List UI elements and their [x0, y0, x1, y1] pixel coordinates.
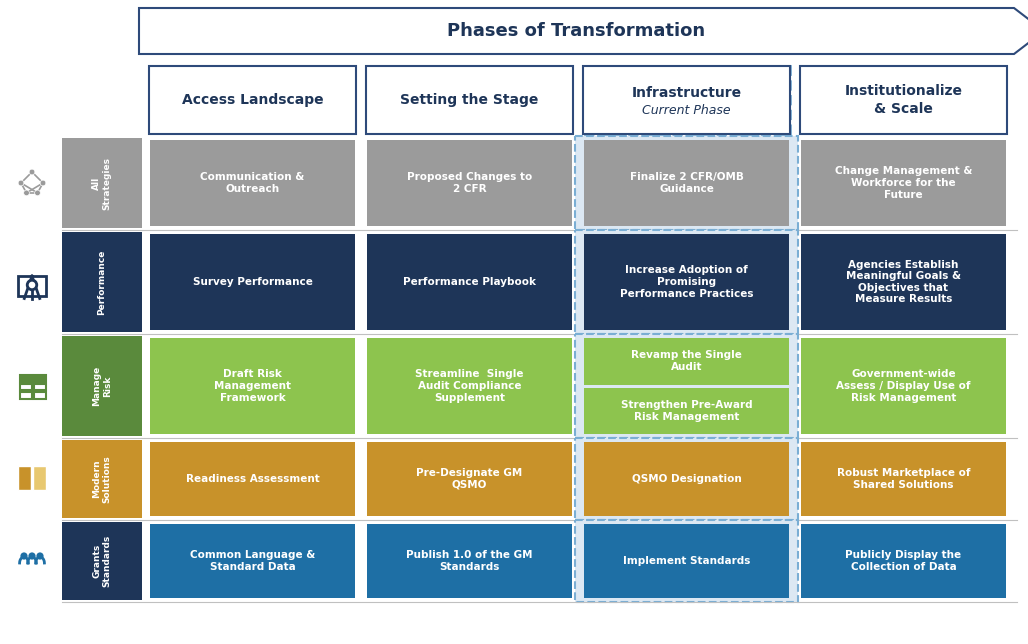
Bar: [150, 524, 355, 598]
FancyBboxPatch shape: [575, 230, 798, 334]
Text: Performance Playbook: Performance Playbook: [403, 277, 536, 287]
Bar: [801, 234, 1006, 330]
Circle shape: [19, 180, 24, 186]
Text: Implement Standards: Implement Standards: [623, 556, 750, 566]
Bar: [20, 392, 32, 399]
Text: Setting the Stage: Setting the Stage: [400, 93, 539, 107]
Bar: [367, 234, 572, 330]
Text: Phases of Transformation: Phases of Transformation: [447, 22, 705, 40]
Text: Finalize 2 CFR/OMB
Guidance: Finalize 2 CFR/OMB Guidance: [629, 172, 743, 194]
Text: Current Phase: Current Phase: [642, 104, 731, 117]
Circle shape: [21, 553, 28, 560]
Text: Grants
Standards: Grants Standards: [93, 535, 112, 587]
FancyBboxPatch shape: [366, 66, 573, 134]
Text: QSMO Designation: QSMO Designation: [631, 474, 741, 484]
Bar: [62, 440, 142, 518]
Bar: [33, 466, 46, 490]
Bar: [584, 140, 790, 226]
FancyBboxPatch shape: [575, 136, 798, 230]
FancyBboxPatch shape: [583, 66, 790, 134]
Bar: [34, 375, 46, 382]
Bar: [801, 442, 1006, 516]
Bar: [150, 442, 355, 516]
Bar: [584, 524, 790, 598]
Bar: [17, 276, 46, 296]
Text: Draft Risk
Management
Framework: Draft Risk Management Framework: [214, 370, 291, 402]
Bar: [801, 338, 1006, 434]
Text: Modern
Solutions: Modern Solutions: [93, 455, 112, 503]
Bar: [584, 234, 790, 330]
Circle shape: [36, 553, 43, 560]
FancyBboxPatch shape: [800, 66, 1007, 134]
Bar: [150, 234, 355, 330]
Text: Change Management &
Workforce for the
Future: Change Management & Workforce for the Fu…: [835, 166, 972, 200]
Bar: [62, 522, 142, 600]
Circle shape: [26, 279, 38, 291]
Bar: [584, 442, 790, 516]
FancyBboxPatch shape: [575, 438, 798, 520]
FancyBboxPatch shape: [575, 334, 798, 438]
Text: Strengthen Pre-Award
Risk Management: Strengthen Pre-Award Risk Management: [621, 400, 752, 422]
Text: Performance: Performance: [98, 249, 107, 315]
FancyBboxPatch shape: [149, 66, 356, 134]
Bar: [801, 140, 1006, 226]
Text: Access Landscape: Access Landscape: [182, 93, 324, 107]
Text: Streamline  Single
Audit Compliance
Supplement: Streamline Single Audit Compliance Suppl…: [415, 370, 523, 402]
Bar: [801, 524, 1006, 598]
Bar: [367, 442, 572, 516]
Text: All
Strategies: All Strategies: [93, 156, 112, 209]
Bar: [17, 466, 31, 490]
Bar: [367, 338, 572, 434]
Circle shape: [29, 169, 35, 175]
Text: Publish 1.0 of the GM
Standards: Publish 1.0 of the GM Standards: [406, 550, 533, 572]
FancyBboxPatch shape: [575, 520, 798, 602]
Bar: [62, 336, 142, 436]
Text: Revamp the Single
Audit: Revamp the Single Audit: [631, 350, 742, 372]
Text: Institutionalize
& Scale: Institutionalize & Scale: [844, 84, 962, 116]
Text: Publicly Display the
Collection of Data: Publicly Display the Collection of Data: [845, 550, 961, 572]
Bar: [584, 388, 790, 434]
Bar: [150, 338, 355, 434]
Polygon shape: [139, 8, 1028, 54]
Circle shape: [29, 281, 35, 289]
FancyBboxPatch shape: [583, 66, 790, 134]
Text: Pre-Designate GM
QSMO: Pre-Designate GM QSMO: [416, 468, 522, 490]
Text: Proposed Changes to
2 CFR: Proposed Changes to 2 CFR: [407, 172, 533, 194]
Text: Robust Marketplace of
Shared Solutions: Robust Marketplace of Shared Solutions: [837, 468, 970, 490]
Bar: [62, 232, 142, 332]
Text: Survey Performance: Survey Performance: [192, 277, 313, 287]
Text: Increase Adoption of
Promising
Performance Practices: Increase Adoption of Promising Performan…: [620, 265, 754, 299]
Text: Common Language &
Standard Data: Common Language & Standard Data: [190, 550, 316, 572]
Bar: [584, 338, 790, 384]
Bar: [150, 140, 355, 226]
Bar: [62, 138, 142, 228]
Circle shape: [40, 180, 46, 186]
Text: Agencies Establish
Meaningful Goals &
Objectives that
Measure Results: Agencies Establish Meaningful Goals & Ob…: [846, 260, 961, 305]
Bar: [34, 384, 46, 390]
Bar: [34, 392, 46, 399]
Text: Infrastructure: Infrastructure: [631, 86, 741, 100]
Bar: [367, 140, 572, 226]
Text: Government-wide
Assess / Display Use of
Risk Management: Government-wide Assess / Display Use of …: [836, 370, 970, 402]
Circle shape: [35, 190, 40, 196]
Circle shape: [29, 553, 36, 560]
Circle shape: [24, 190, 30, 196]
Text: Communication &
Outreach: Communication & Outreach: [200, 172, 304, 194]
Bar: [367, 524, 572, 598]
Text: Readiness Assessment: Readiness Assessment: [186, 474, 320, 484]
Text: Manage
Risk: Manage Risk: [93, 366, 112, 406]
Bar: [20, 375, 32, 382]
Bar: [20, 384, 32, 390]
